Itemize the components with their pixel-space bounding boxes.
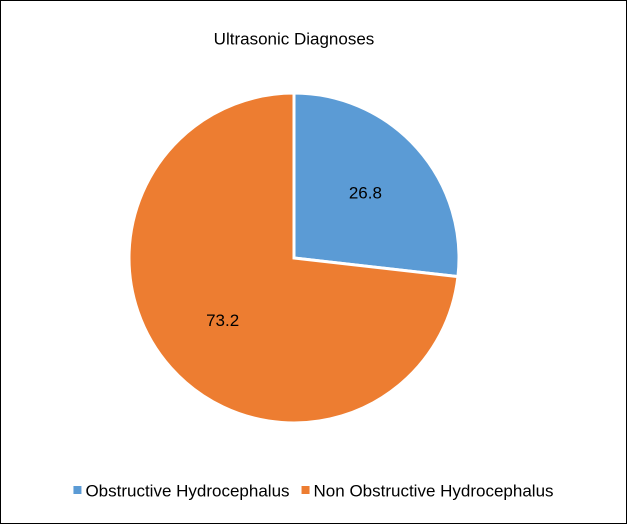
legend-swatch [301,486,310,494]
data-label: 26.8 [349,184,382,203]
legend-swatch [73,486,82,494]
legend-label: Obstructive Hydrocephalus [85,481,289,500]
pie-slice [127,91,460,425]
data-label: 73.2 [206,311,239,330]
pie-slice [292,91,461,279]
chart-title: Ultrasonic Diagnoses [214,29,375,48]
legend-label: Non Obstructive Hydrocephalus [314,481,554,500]
